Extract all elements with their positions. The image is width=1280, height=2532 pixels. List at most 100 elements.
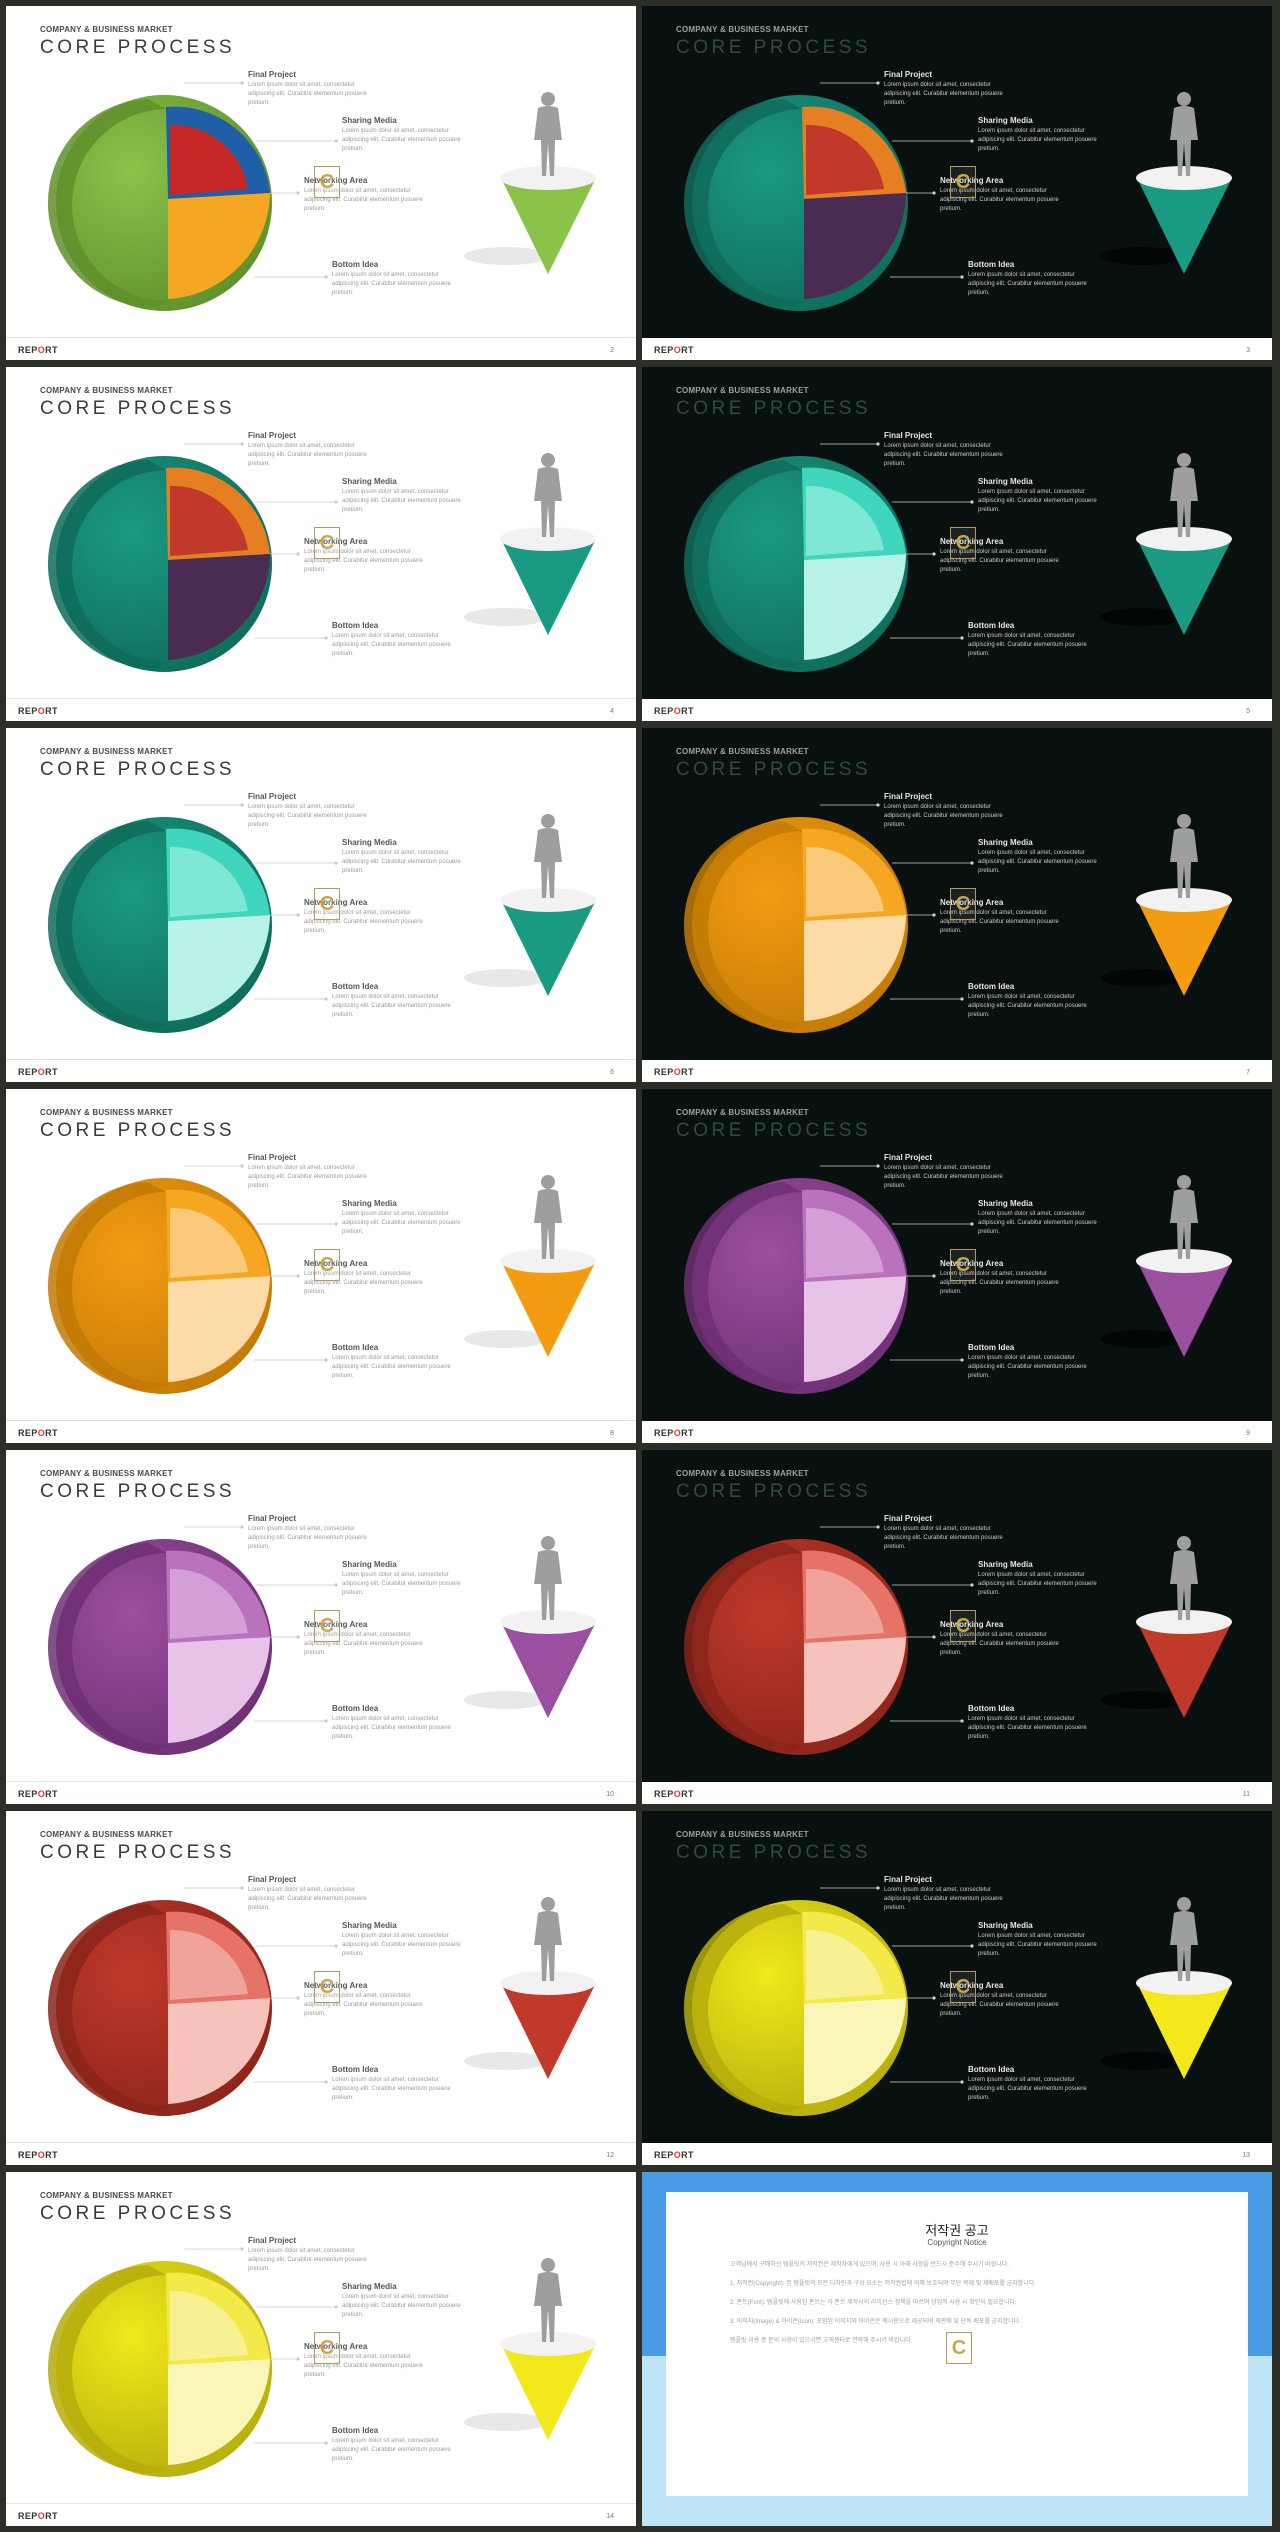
company-label: COMPANY & BUSINESS MARKET [40,1830,173,1839]
sphere-cut-wall [47,1543,170,1752]
desc-final-project: Lorem ipsum dolor sit amet, consectetur … [248,804,367,828]
sphere-cut-wall [683,1904,806,2113]
inner-core [806,1929,884,2000]
desc-networking-area: Lorem ipsum dolor sit amet, consectetur … [940,549,1059,573]
slide-thumbnail[interactable]: COMPANY & BUSINESS MARKET CORE PROCESS F… [6,367,636,721]
desc-final-project: Lorem ipsum dolor sit amet, consectetur … [248,1165,367,1189]
watermark-logo: C [950,888,976,920]
sphere-diagram [683,803,1232,1033]
cone-shadow [464,2413,548,2431]
cone-shadow [1100,1691,1184,1709]
desc-final-project: Lorem ipsum dolor sit amet, consectetur … [884,1887,1003,1911]
desc-sharing-media: Lorem ipsum dolor sit amet, consectetur … [978,1933,1097,1957]
cone-shadow [1100,608,1184,626]
copyright-slide[interactable]: 저작권 공고 Copyright Notice 고객님께서 구매하신 템플릿의 … [642,2172,1272,2526]
desc-sharing-media: Lorem ipsum dolor sit amet, consectetur … [978,489,1097,513]
label-bottom-idea: Bottom Idea [968,1343,1015,1352]
slide-thumbnail[interactable]: COMPANY & BUSINESS MARKET CORE PROCESS F… [642,1450,1272,1804]
copyright-paragraph: 템플릿 이용 중 문의 사항이 있으시면 고객센터로 연락해 주시기 바랍니다. [730,2338,913,2344]
leader-dot [324,1358,328,1362]
leader-dot [960,636,964,640]
sphere-diagram [683,1886,1232,2116]
leader-dot [334,1583,338,1587]
slide-title: CORE PROCESS [40,1842,236,1863]
slide-footer [642,1421,1272,1443]
cone-shape [1137,1983,1232,2079]
desc-final-project: Lorem ipsum dolor sit amet, consectetur … [884,1165,1003,1189]
cone-top [500,1610,596,1634]
desc-sharing-media: Lorem ipsum dolor sit amet, consectetur … [342,489,461,513]
sphere-cut-wall [683,1182,806,1391]
label-final-project: Final Project [884,1153,933,1162]
label-final-project: Final Project [248,1153,297,1162]
slide-title: CORE PROCESS [40,1120,236,1141]
leader-dot [240,2247,244,2251]
label-networking-area: Networking Area [940,1981,1004,1990]
slide-footer [642,1060,1272,1082]
label-bottom-idea: Bottom Idea [332,2065,379,2074]
label-sharing-media: Sharing Media [978,1199,1033,1208]
desc-bottom-idea: Lorem ipsum dolor sit amet, consectetur … [332,1355,451,1379]
slide-thumbnail[interactable]: COMPANY & BUSINESS MARKET CORE PROCESS F… [642,728,1272,1082]
page-number: 8 [610,1430,614,1437]
label-final-project: Final Project [884,431,933,440]
label-final-project: Final Project [248,1514,297,1523]
label-final-project: Final Project [884,792,933,801]
slide-footer [6,1420,636,1443]
copyright-subtitle: Copyright Notice [927,2238,987,2247]
watermark-logo: C [950,166,976,198]
inner-core [170,1207,248,1278]
label-final-project: Final Project [248,2236,297,2245]
slide-thumbnail[interactable]: COMPANY & BUSINESS MARKET CORE PROCESS F… [6,6,636,360]
slide-thumbnail[interactable]: COMPANY & BUSINESS MARKET CORE PROCESS F… [6,1450,636,1804]
slide-thumbnail[interactable]: COMPANY & BUSINESS MARKET CORE PROCESS F… [642,1089,1272,1443]
slide-thumbnail[interactable]: COMPANY & BUSINESS MARKET CORE PROCESS F… [6,728,636,1082]
leader-dot [240,1525,244,1529]
page-number: 3 [1246,347,1250,354]
leader-dot [296,913,300,917]
label-final-project: Final Project [884,70,933,79]
person-silhouette [1170,1175,1198,1259]
slide-footer [642,2143,1272,2165]
inner-lower-face [804,915,906,1021]
label-networking-area: Networking Area [304,2342,368,2351]
cone-shadow [1100,247,1184,265]
label-sharing-media: Sharing Media [342,838,397,847]
company-label: COMPANY & BUSINESS MARKET [40,1469,173,1478]
leader-dot [296,1274,300,1278]
leader-dot [334,500,338,504]
person-silhouette [1170,453,1198,537]
desc-bottom-idea: Lorem ipsum dolor sit amet, consectetur … [968,633,1087,657]
slide-thumbnail[interactable]: COMPANY & BUSINESS MARKET CORE PROCESS F… [6,2172,636,2526]
sphere-diagram [683,81,1232,311]
leader-dot [334,861,338,865]
slide-thumbnail[interactable]: COMPANY & BUSINESS MARKET CORE PROCESS F… [6,1811,636,2165]
leader-dot [296,1635,300,1639]
watermark-logo: C [950,1249,976,1281]
desc-final-project: Lorem ipsum dolor sit amet, consectetur … [884,804,1003,828]
leader-dot [960,275,964,279]
slide-thumbnail[interactable]: COMPANY & BUSINESS MARKET CORE PROCESS F… [642,6,1272,360]
leader-dot [932,1635,936,1639]
desc-sharing-media: Lorem ipsum dolor sit amet, consectetur … [978,850,1097,874]
cone-shadow [464,608,548,626]
sphere-cut-wall [47,1182,170,1391]
slide-thumbnail[interactable]: COMPANY & BUSINESS MARKET CORE PROCESS F… [642,367,1272,721]
leader-dot [334,2305,338,2309]
desc-bottom-idea: Lorem ipsum dolor sit amet, consectetur … [332,633,451,657]
page-number: 9 [1246,1430,1250,1437]
leader-dot [876,1886,880,1890]
leader-dot [970,1222,974,1226]
company-label: COMPANY & BUSINESS MARKET [40,2191,173,2200]
inner-lower-face [168,1998,270,2104]
report-logo: REPORT [654,1428,694,1438]
slide-thumbnail[interactable]: COMPANY & BUSINESS MARKET CORE PROCESS F… [642,1811,1272,2165]
slide-thumbnail[interactable]: COMPANY & BUSINESS MARKET CORE PROCESS F… [6,1089,636,1443]
label-final-project: Final Project [248,431,297,440]
report-logo: REPORT [654,345,694,355]
leader-dot [932,913,936,917]
inner-core [806,846,884,917]
leader-dot [296,2357,300,2361]
cone-shadow [464,247,548,265]
copyright-body: 고객님께서 구매하신 템플릿의 저작권은 제작자에게 있으며, 사용 시 아래 … [730,2260,1186,2355]
